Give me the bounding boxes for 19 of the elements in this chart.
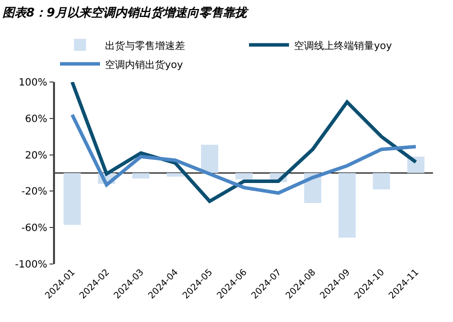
legend-label: 出货与零售增速差	[105, 40, 185, 52]
bar	[372, 173, 390, 190]
y-tick-label: 20%	[25, 150, 48, 162]
y-tick-label: -20%	[21, 186, 48, 198]
bar	[132, 173, 150, 178]
chart-title: 图表8：9月以来空调内销出货增速向零售靠拢	[2, 5, 249, 20]
bar	[201, 144, 218, 173]
bar	[64, 173, 81, 225]
y-tick-label: 60%	[25, 114, 48, 125]
line-series	[70, 82, 418, 203]
legend-label: 空调线上终端销量yoy	[294, 40, 392, 52]
y-tick-label: -60%	[21, 223, 48, 234]
y-tick-label: -100%	[15, 260, 48, 270]
line-series	[70, 113, 418, 195]
bar	[166, 173, 184, 177]
bar	[235, 173, 253, 180]
y-tick-label: 100%	[18, 78, 48, 88]
legend-label: 空调内销出货yoy	[105, 58, 184, 71]
bar	[338, 173, 356, 238]
